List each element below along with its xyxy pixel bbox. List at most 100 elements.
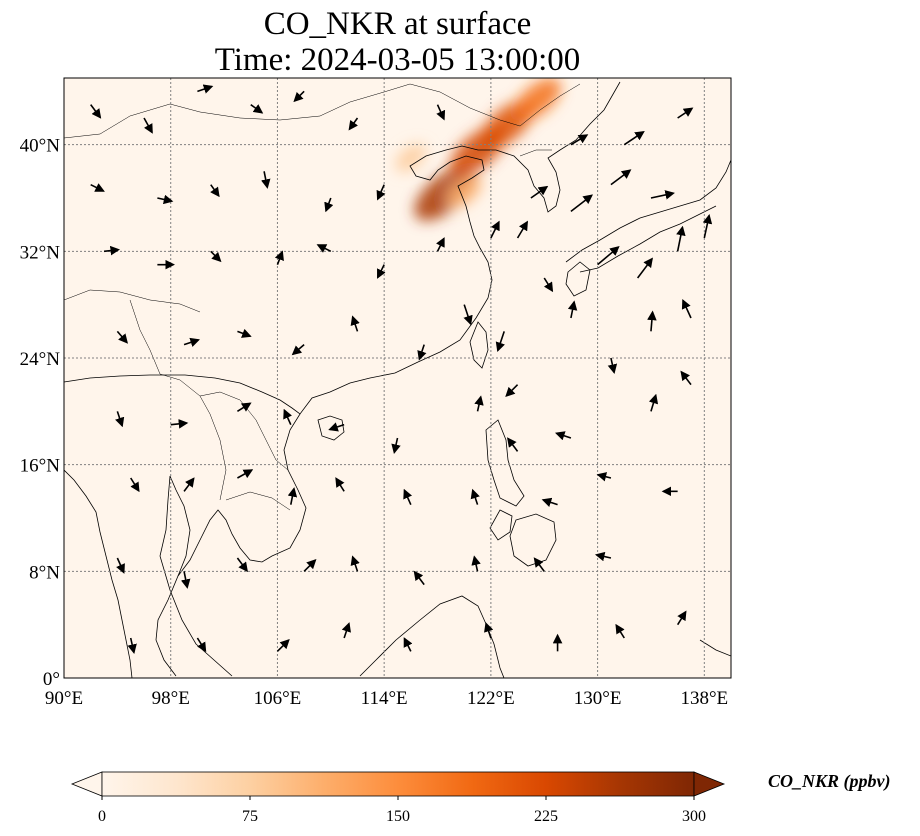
latitude-ticks: 0° 8°N 16°N 24°N 32°N 40°N bbox=[20, 136, 61, 690]
luzon-coastline bbox=[485, 419, 525, 507]
wind-arrow bbox=[376, 184, 386, 201]
new-guinea-coastline bbox=[699, 639, 731, 657]
country-borders bbox=[64, 83, 581, 511]
co-hotspot-north-china-haze bbox=[395, 144, 427, 172]
indochina-coastline bbox=[155, 413, 307, 677]
wind-arrow bbox=[471, 555, 481, 572]
wind-arrow bbox=[236, 557, 248, 573]
lat-tick-label: 40°N bbox=[20, 136, 61, 157]
colorbar-tick-label: 0 bbox=[98, 808, 106, 825]
wind-arrow bbox=[287, 487, 298, 505]
wind-arrow bbox=[250, 104, 264, 114]
wind-arrow bbox=[143, 117, 153, 134]
co-hotspot-north-china-plain bbox=[414, 167, 474, 221]
wind-arrow bbox=[180, 571, 191, 589]
map-frame bbox=[63, 77, 732, 679]
wind-arrow bbox=[103, 245, 121, 256]
wind-arrow bbox=[127, 637, 137, 654]
wind-arrow bbox=[261, 171, 271, 189]
wind-arrow bbox=[647, 310, 657, 332]
colorbar-min-extension bbox=[70, 771, 103, 797]
map-subtitle-time: Time: 2024-03-05 13:00:00 bbox=[214, 42, 581, 78]
east-asia-coastline bbox=[64, 81, 621, 415]
wind-arrow bbox=[436, 237, 445, 252]
wind-arrow bbox=[350, 555, 360, 572]
gridlines bbox=[64, 78, 731, 678]
wind-arrow bbox=[505, 384, 519, 397]
wind-arrow bbox=[484, 622, 494, 639]
lat-tick-label: 16°N bbox=[20, 456, 61, 477]
wind-arrow bbox=[283, 408, 293, 425]
malay-peninsula-coastline bbox=[159, 555, 233, 677]
wind-arrow bbox=[570, 194, 593, 212]
wind-arrow bbox=[170, 419, 189, 429]
wind-arrow bbox=[470, 488, 480, 505]
wind-arrow bbox=[274, 250, 284, 265]
thailand-coastline bbox=[159, 475, 191, 577]
lat-tick-label: 0° bbox=[43, 669, 60, 690]
colorbar-tick-label: 150 bbox=[386, 808, 410, 825]
colorbar-label: CO_NKR (ppbv) bbox=[768, 771, 891, 791]
map-title: CO_NKR at surface bbox=[263, 6, 532, 42]
colorbar-tick-label: 75 bbox=[242, 808, 258, 825]
wind-arrow bbox=[291, 344, 305, 356]
lat-tick-label: 8°N bbox=[29, 562, 60, 583]
wind-arrow bbox=[196, 637, 207, 653]
wind-arrow bbox=[650, 190, 675, 200]
wind-arrow bbox=[615, 623, 625, 639]
wind-arrow bbox=[533, 557, 545, 572]
wind-arrow bbox=[391, 437, 401, 454]
wind-arrow bbox=[350, 315, 360, 332]
wind-arrow bbox=[90, 183, 105, 192]
tibet-border bbox=[64, 289, 201, 313]
taiwan-coastline bbox=[469, 321, 489, 369]
wind-arrow bbox=[680, 370, 692, 386]
wind-arrow bbox=[413, 570, 425, 586]
wind-arrow bbox=[636, 257, 653, 279]
colorbar-ticks: 0 75 150 225 300 bbox=[98, 796, 706, 825]
lon-tick-label: 114°E bbox=[361, 688, 408, 709]
wind-arrow bbox=[403, 488, 413, 505]
visayas-coastline bbox=[489, 509, 513, 541]
kyushu-coastline bbox=[565, 261, 591, 297]
wind-arrow bbox=[677, 107, 694, 119]
wind-arrow bbox=[377, 264, 386, 279]
wind-arrow bbox=[681, 298, 692, 319]
hainan-coastline bbox=[317, 415, 345, 441]
wind-arrow bbox=[648, 393, 659, 412]
wind-arrow bbox=[210, 250, 222, 263]
wind-arrow bbox=[183, 477, 195, 492]
colorbar-tick-label: 225 bbox=[534, 808, 558, 825]
wind-arrow bbox=[516, 220, 528, 239]
lon-tick-label: 130°E bbox=[574, 688, 622, 709]
lat-tick-label: 24°N bbox=[20, 349, 61, 370]
laos-border bbox=[199, 391, 289, 471]
cambodia-border bbox=[225, 491, 291, 511]
wind-arrow bbox=[335, 477, 345, 492]
korea-border bbox=[519, 149, 552, 157]
wind-arrow bbox=[623, 130, 645, 146]
japan-coastline bbox=[565, 159, 731, 263]
wind-arrow bbox=[130, 477, 140, 493]
wind-arrow bbox=[597, 246, 620, 266]
colorbar: 0 75 150 225 300 bbox=[70, 771, 726, 825]
wind-arrow bbox=[490, 220, 500, 239]
coastlines bbox=[64, 81, 731, 678]
wind-arrow bbox=[303, 559, 317, 572]
wind-arrow bbox=[183, 337, 200, 347]
wind-arrow bbox=[237, 328, 252, 338]
wind-arrow bbox=[276, 639, 290, 652]
wind-arrow bbox=[676, 610, 687, 626]
lon-tick-label: 122°E bbox=[467, 688, 515, 709]
wind-arrow bbox=[210, 184, 220, 198]
wind-arrow bbox=[610, 169, 632, 186]
wind-arrow bbox=[236, 402, 252, 413]
wind-arrow bbox=[293, 90, 305, 103]
wind-arrow bbox=[328, 422, 345, 432]
wind-arrow bbox=[607, 357, 618, 374]
myanmar-border bbox=[129, 299, 227, 501]
colorbar-max-extension bbox=[693, 771, 726, 797]
colorbar-tick-label: 300 bbox=[682, 808, 706, 825]
wind-arrow bbox=[596, 472, 612, 482]
